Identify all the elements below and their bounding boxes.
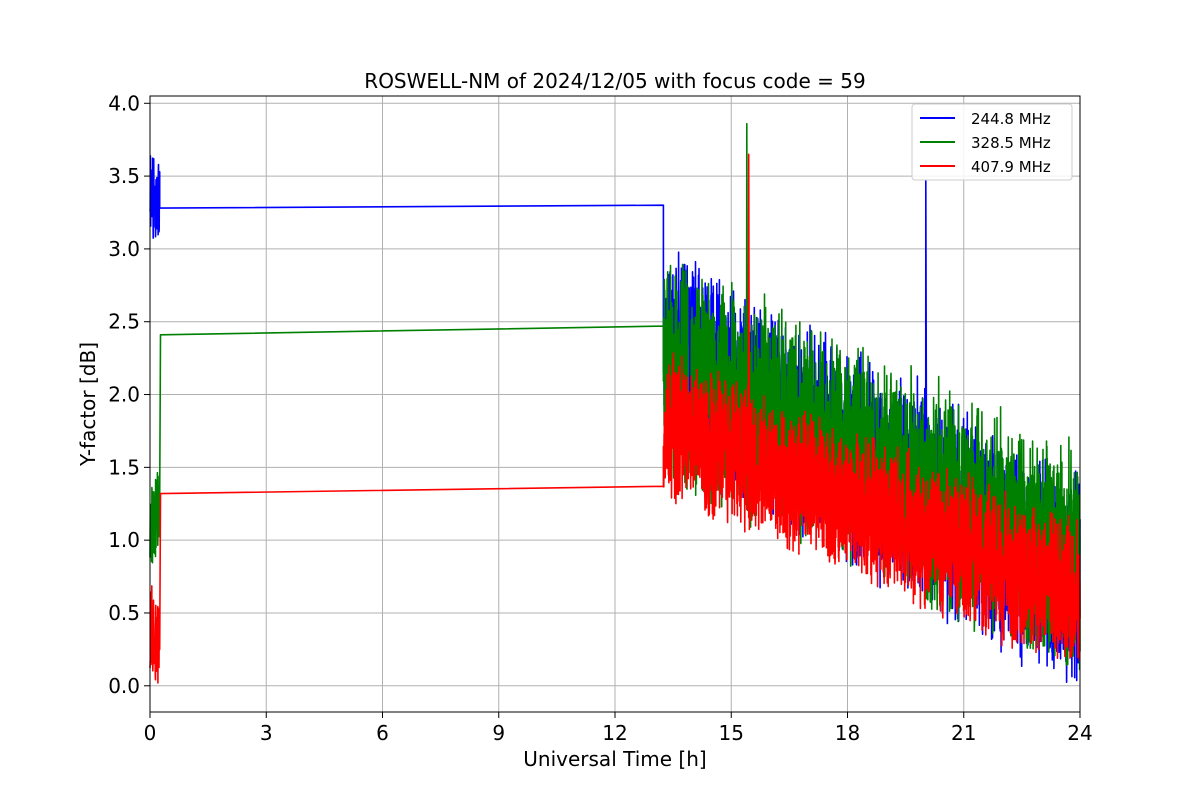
x-tick-label: 18	[835, 721, 860, 745]
y-tick-label: 3.0	[108, 237, 140, 261]
x-tick-label: 24	[1067, 721, 1092, 745]
x-tick-label: 21	[951, 721, 976, 745]
x-tick-label: 6	[376, 721, 389, 745]
y-axis: 0.0 0.5 1.0 1.5 2.0 2.5 3.0 3.5 4.0	[108, 91, 150, 698]
x-tick-label: 3	[260, 721, 273, 745]
chart-title: ROSWELL-NM of 2024/12/05 with focus code…	[364, 69, 865, 93]
y-axis-label: Y-factor [dB]	[76, 342, 100, 467]
legend-entry: 244.8 MHz	[971, 110, 1051, 128]
y-tick-label: 0.0	[108, 674, 140, 698]
legend: 244.8 MHz 328.5 MHz 407.9 MHz	[911, 103, 1073, 181]
legend-box	[911, 103, 1073, 181]
legend-entry: 328.5 MHz	[971, 134, 1051, 152]
y-tick-label: 4.0	[108, 91, 140, 115]
legend-entry: 407.9 MHz	[971, 158, 1051, 176]
y-tick-label: 1.0	[108, 528, 140, 552]
y-tick-label: 0.5	[108, 601, 140, 625]
y-tick-label: 1.5	[108, 455, 140, 479]
x-tick-label: 12	[602, 721, 627, 745]
y-tick-label: 3.5	[108, 164, 140, 188]
x-axis: 0 3 6 9 12 15 18 21 24	[144, 712, 1093, 745]
x-tick-label: 0	[144, 721, 157, 745]
plot-lines	[149, 122, 1081, 684]
x-tick-label: 9	[492, 721, 505, 745]
series-line-3	[149, 153, 1081, 684]
x-tick-label: 15	[719, 721, 744, 745]
x-axis-label: Universal Time [h]	[523, 747, 706, 771]
y-tick-label: 2.5	[108, 310, 140, 334]
grid	[149, 96, 1081, 712]
y-tick-label: 2.0	[108, 383, 140, 407]
